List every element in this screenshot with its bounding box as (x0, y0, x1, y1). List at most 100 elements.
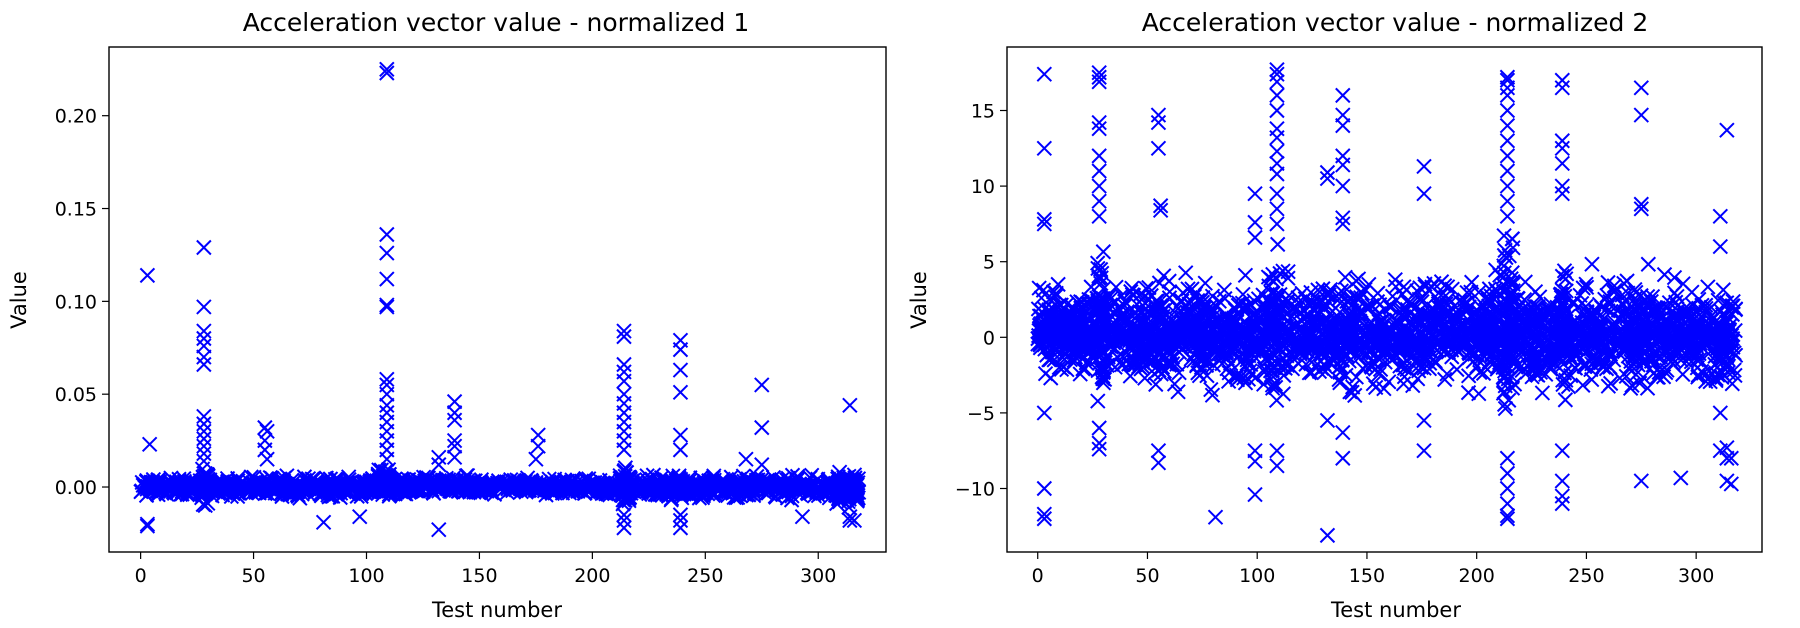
data-point (647, 482, 663, 499)
data-point (1712, 405, 1729, 421)
data-point (196, 416, 212, 432)
data-point (1499, 450, 1516, 466)
data-point (1499, 480, 1516, 497)
data-point (332, 485, 349, 501)
data-point (1197, 275, 1213, 291)
chart-panel-2: Acceleration vector value - normalized 2… (907, 8, 1763, 622)
data-point (196, 330, 212, 347)
data-point (842, 512, 858, 529)
y-axis-1: 0.000.050.100.150.20 (55, 106, 109, 499)
x-axis-1: 0 50 100 150 200 250 300 (135, 552, 836, 587)
data-point (1416, 412, 1432, 429)
x-tick-label: 50 (1135, 565, 1159, 587)
data-point (1700, 279, 1716, 295)
x-tick-label: 100 (348, 565, 384, 587)
data-point (139, 518, 156, 534)
data-point (489, 475, 506, 491)
data-point (1499, 163, 1516, 179)
data-point (1666, 269, 1683, 286)
data-point (794, 509, 811, 525)
data-point (672, 427, 689, 443)
data-point (1712, 238, 1729, 255)
data-point (1675, 276, 1691, 292)
data-point (1416, 185, 1432, 202)
data-point (1031, 280, 1047, 296)
data-point (616, 507, 632, 523)
data-point (616, 520, 632, 536)
data-point (1091, 163, 1107, 179)
data-point (1091, 148, 1107, 164)
data-point (505, 482, 521, 499)
data-point (196, 445, 212, 462)
data-point (471, 475, 488, 491)
data-point (1554, 178, 1570, 194)
data-point (754, 377, 770, 393)
axes-frame-1 (108, 46, 887, 553)
data-point (1554, 495, 1570, 512)
data-point (1554, 140, 1570, 157)
data-point (530, 438, 546, 454)
data-point (1091, 193, 1107, 209)
data-point (672, 507, 689, 523)
data-point (202, 475, 218, 492)
data-point (432, 479, 448, 496)
data-point (176, 482, 192, 498)
data-point (304, 471, 320, 487)
data-point (832, 487, 848, 504)
data-point (1673, 470, 1689, 486)
x-tick-label: 200 (1459, 565, 1495, 587)
data-point (1150, 114, 1167, 131)
y-tick-label: 0.05 (55, 384, 97, 406)
data-point (754, 457, 770, 473)
data-point (379, 271, 395, 287)
data-point (1237, 267, 1254, 284)
data-point (616, 323, 632, 339)
data-point (625, 483, 641, 499)
data-point (1499, 193, 1516, 209)
x-axis-2: 0 50 100 150 200 250 300 (1032, 552, 1714, 587)
data-point (1247, 486, 1263, 503)
data-point (196, 323, 212, 339)
data-point (1269, 166, 1285, 182)
data-point (1247, 214, 1263, 231)
data-point (215, 474, 231, 490)
data-point (483, 485, 500, 501)
data-point (1269, 102, 1285, 119)
y-tick-label: 0.20 (55, 106, 97, 128)
data-point (370, 466, 386, 482)
data-point (1416, 158, 1432, 175)
data-point (672, 362, 689, 378)
data-point (833, 491, 850, 507)
data-point (352, 509, 368, 525)
data-point (1247, 185, 1263, 202)
data-point (169, 481, 185, 497)
data-point (431, 449, 447, 466)
data-point (616, 356, 632, 373)
data-point (754, 482, 770, 498)
data-point (1499, 178, 1516, 194)
x-tick-label: 200 (574, 565, 610, 587)
data-point (1723, 476, 1739, 492)
data-point (1437, 371, 1453, 388)
data-point (530, 427, 546, 443)
data-point (1633, 80, 1649, 96)
data-point (1499, 72, 1516, 88)
data-point (565, 481, 581, 498)
data-point (393, 477, 410, 493)
data-point (446, 393, 463, 410)
data-point (1719, 122, 1735, 138)
data-point (446, 432, 463, 449)
y-tick-label: 0.10 (55, 291, 97, 313)
data-point (1047, 288, 1064, 305)
data-point (196, 239, 212, 256)
data-point (1284, 361, 1301, 377)
data-point (1091, 208, 1107, 225)
data-point (196, 356, 212, 373)
data-point (1499, 133, 1516, 149)
data-point (196, 349, 212, 365)
data-point (1247, 229, 1263, 246)
data-point (277, 480, 294, 496)
data-point (257, 419, 273, 436)
x-tick-label: 150 (461, 565, 497, 587)
data-point (753, 477, 769, 494)
